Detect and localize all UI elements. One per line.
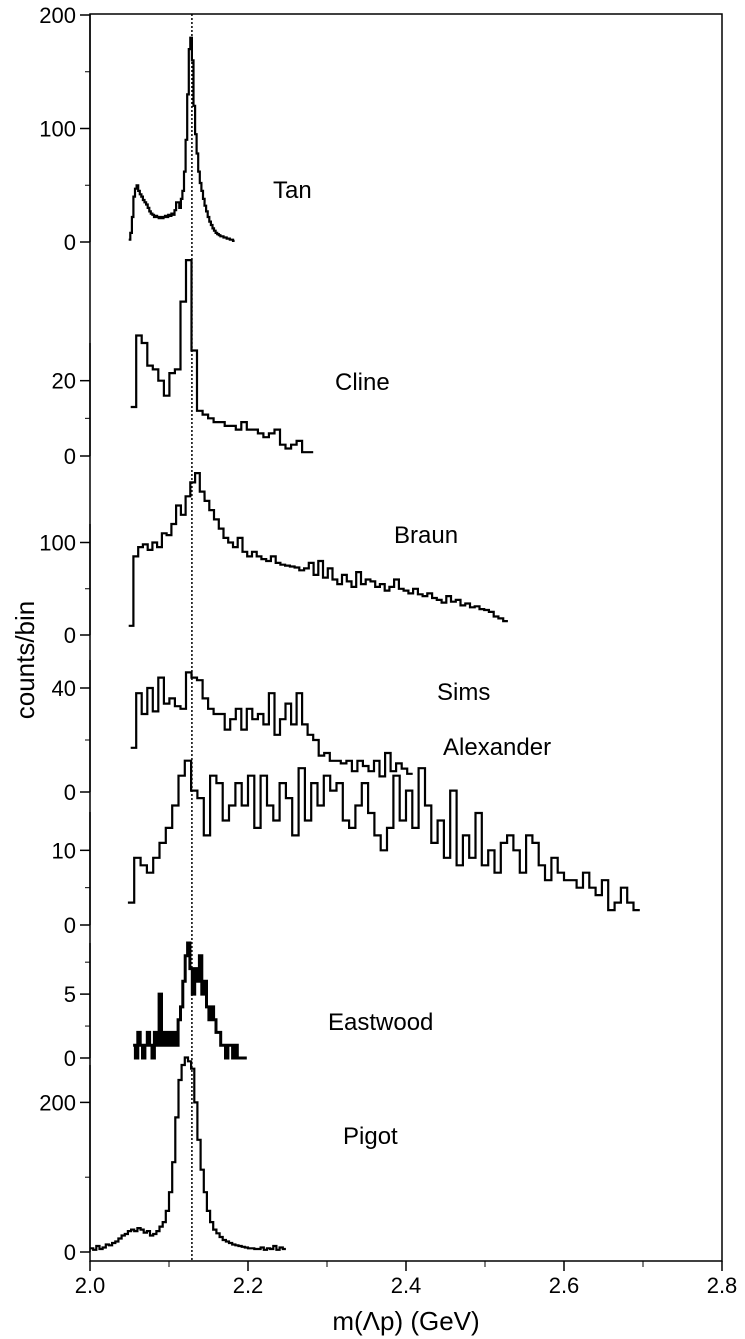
series-label: Sims — [437, 679, 490, 706]
panel-braun: 0 100 Braun — [39, 472, 508, 648]
panel-tan: 0 100 200 Tan — [39, 3, 311, 255]
y-tick-label: 20 — [52, 369, 76, 394]
x-tick-label: 2.2 — [233, 1273, 264, 1298]
y-tick-label: 0 — [64, 230, 76, 255]
series-sims-histogram — [130, 671, 413, 778]
y-tick-label: 200 — [39, 1090, 76, 1115]
series-eastwood-histogram — [133, 941, 247, 1060]
series-label: Braun — [394, 522, 458, 549]
y-tick-label: 5 — [64, 982, 76, 1007]
series-label: Pigot — [343, 1123, 398, 1150]
x-axis-label: m(Λp) (GeV) — [332, 1306, 479, 1336]
y-tick-label: 100 — [39, 117, 76, 142]
y-tick-label: 10 — [52, 838, 76, 863]
plot-frame — [89, 13, 723, 1262]
y-axis-label: counts/bin — [10, 601, 40, 720]
y-tick-label: 0 — [64, 1240, 76, 1265]
x-axis: 2.0 2.2 2.4 2.6 2.8 — [75, 1261, 738, 1298]
series-alexander-histogram — [127, 759, 640, 912]
series-label: Cline — [335, 369, 390, 396]
y-tick-label: 200 — [39, 3, 76, 28]
series-cline-histogram — [130, 259, 314, 454]
y-tick-label: 0 — [64, 780, 76, 805]
series-tan-histogram — [128, 36, 235, 242]
x-tick-label: 2.4 — [391, 1273, 422, 1298]
x-tick-label: 2.0 — [75, 1273, 106, 1298]
panel-alexander: 0 10 Alexander — [52, 734, 640, 938]
series-label: Eastwood — [328, 1009, 433, 1036]
y-tick-label: 100 — [39, 531, 76, 556]
panel-cline: 0 20 Cline — [52, 259, 390, 469]
panel-eastwood: 0 5 Eastwood — [64, 941, 433, 1071]
y-tick-label: 40 — [52, 676, 76, 701]
x-tick-label: 2.8 — [707, 1273, 738, 1298]
series-label: Alexander — [443, 734, 551, 761]
series-braun-histogram — [128, 472, 508, 627]
panel-pigot: 0 200 Pigot — [39, 1056, 398, 1265]
panels: 0 100 200 Tan 0 20 Cline 0 100 Braun 0 40 Sims 0 10 Ale… — [39, 3, 640, 1265]
series-pigot-histogram — [90, 1056, 286, 1251]
y-tick-label: 0 — [64, 913, 76, 938]
x-tick-label: 2.6 — [549, 1273, 580, 1298]
series-label: Tan — [273, 177, 312, 204]
y-tick-label: 0 — [64, 444, 76, 469]
y-tick-label: 0 — [64, 1046, 76, 1071]
panel-sims: 0 40 Sims — [52, 660, 490, 805]
y-tick-label: 0 — [64, 623, 76, 648]
